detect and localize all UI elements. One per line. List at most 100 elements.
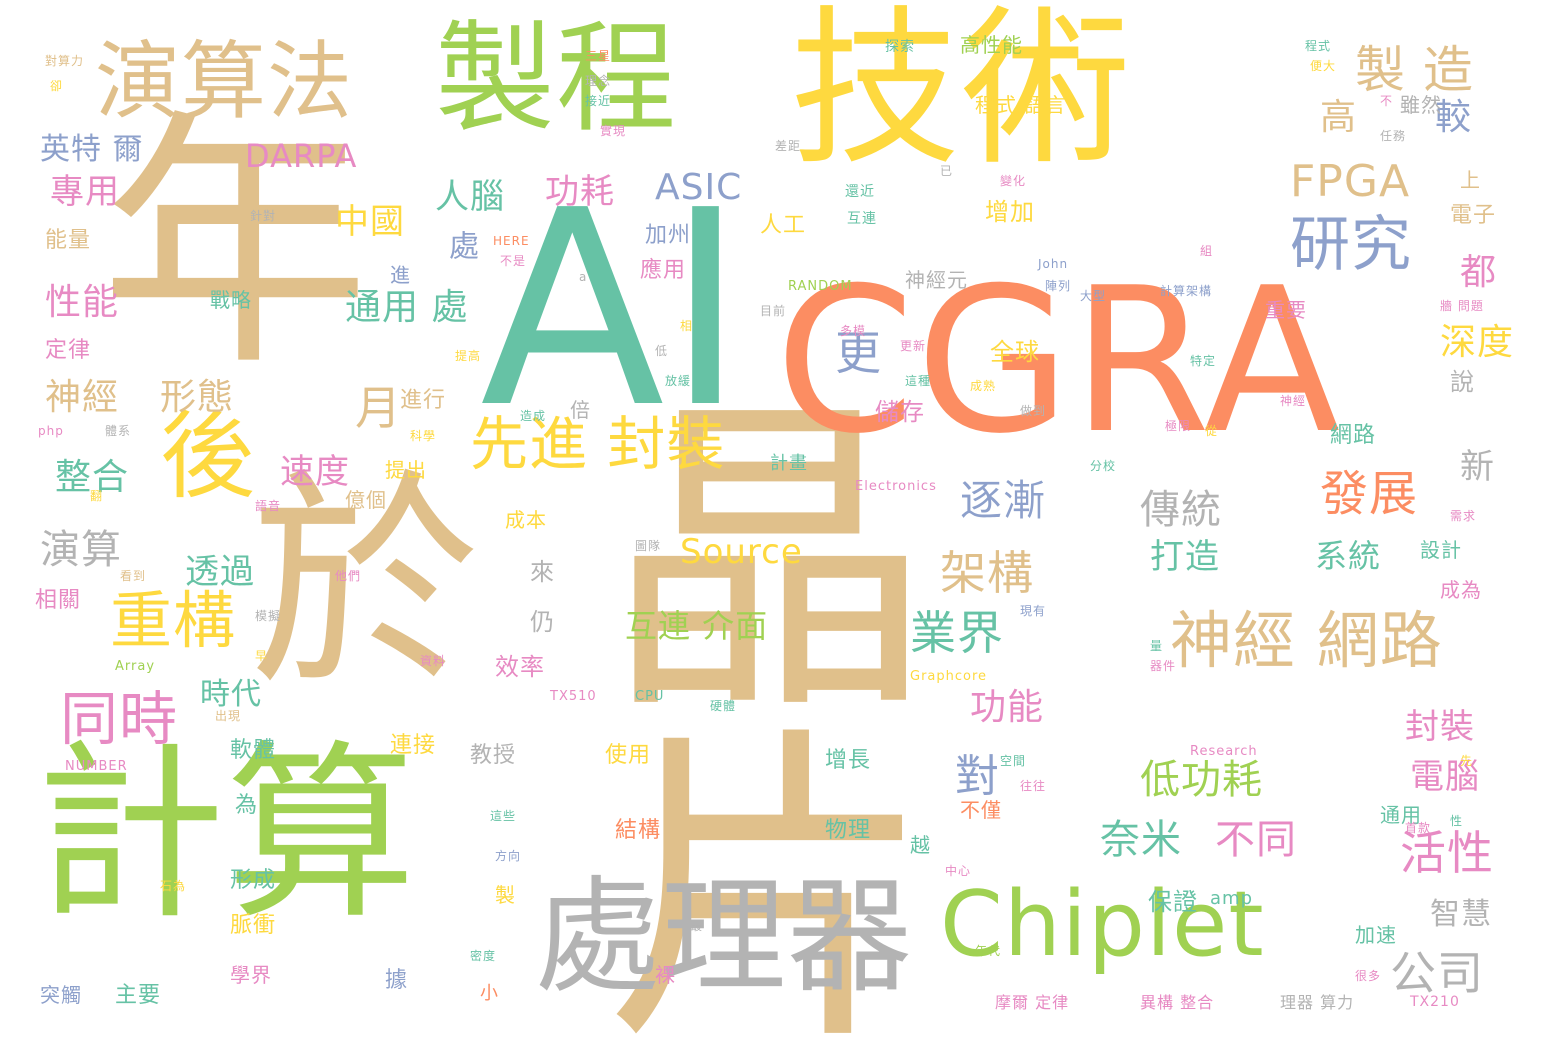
word-智慧: 智慧 — [1430, 897, 1492, 932]
word-small-突觸: 突觸 — [40, 983, 82, 1007]
word-small-方向: 方向 — [495, 849, 522, 863]
word-年: 年 — [100, 87, 371, 402]
word-重構: 重構 — [110, 584, 237, 657]
word-small-應用: 應用 — [640, 258, 687, 283]
word-small-低: 低 — [655, 344, 669, 358]
word-small-互連: 互連 — [847, 211, 877, 227]
word-small-重要: 重要 — [1265, 298, 1307, 322]
word-small-人工: 人工 — [760, 213, 807, 238]
word-small-卻: 卻 — [50, 79, 64, 93]
word-small-教授: 教授 — [470, 743, 517, 768]
word-small-性: 性 — [1450, 814, 1464, 828]
word-封裝: 封裝 — [1405, 707, 1475, 747]
word-功能: 功能 — [970, 687, 1045, 728]
word-small-年代: 年代 — [975, 944, 1002, 958]
word-深度: 深度 — [1440, 322, 1515, 363]
word-small-看到: 看到 — [120, 569, 147, 583]
word-不同: 不同 — [1215, 817, 1297, 863]
word-small-脈衝: 脈衝 — [230, 913, 277, 938]
word-small-通用: 通用 — [1380, 803, 1422, 827]
word-small-硬體: 硬體 — [710, 699, 737, 713]
word-都: 都 — [1460, 252, 1498, 293]
word-small-學界: 學界 — [230, 963, 272, 987]
word-small-效率: 效率 — [495, 653, 545, 681]
word-small-electronics: Electronics — [855, 479, 937, 494]
word-small-成本: 成本 — [505, 508, 547, 532]
word-性能: 性能 — [45, 282, 120, 323]
word-small-增加: 增加 — [985, 198, 1035, 226]
word-small-john: John — [1038, 257, 1069, 271]
word-small-上: 上 — [1460, 168, 1481, 192]
word-small-器件: 器件 — [1150, 659, 1177, 673]
word-small-往往: 往往 — [1020, 779, 1047, 793]
word-中國: 中國 — [335, 202, 405, 242]
word-small-進: 進 — [390, 263, 411, 287]
word-small-成為: 成為 — [1440, 578, 1482, 602]
word-先進-封裝: 先進 封裝 — [470, 410, 726, 478]
word-人腦: 人腦 — [435, 177, 505, 217]
word-同時: 同時 — [60, 685, 179, 753]
word-small-三星: 三星 — [585, 49, 612, 63]
word-small-多模: 多模 — [840, 324, 867, 338]
word-small-here: HERE — [493, 234, 530, 248]
word-small-圖隊: 圖隊 — [635, 539, 662, 553]
word-small-主要: 主要 — [115, 983, 162, 1008]
word-small-全球: 全球 — [990, 338, 1040, 366]
word-small-儲存: 儲存 — [875, 398, 925, 426]
word-small-倍: 倍 — [570, 398, 591, 422]
word-small-軟體: 軟體 — [230, 738, 277, 763]
word-small-製: 製 — [495, 883, 516, 907]
word-晶片: 晶片 — [548, 385, 932, 1047]
word-small-電子: 電子 — [1450, 203, 1497, 228]
word-small-理念: 理念 — [585, 74, 612, 88]
word-系統: 系統 — [1315, 537, 1382, 575]
word-small-先: 先 — [1460, 754, 1474, 768]
word-small-random: RANDOM — [788, 279, 853, 294]
word-small-神經元: 神經元 — [905, 268, 968, 292]
word-業界: 業界 — [910, 606, 1004, 660]
word-神經-網路: 神經 網路 — [1170, 604, 1443, 677]
word-small-空間: 空間 — [1000, 754, 1027, 768]
word-small-石為: 石為 — [160, 879, 187, 893]
word-small-tx210: TX210 — [1410, 994, 1460, 1010]
word-small-做到: 做到 — [1020, 404, 1047, 418]
word-small-計畫: 計畫 — [770, 453, 808, 474]
word-small-進行: 進行 — [400, 388, 447, 413]
word-small-戰略: 戰略 — [210, 288, 252, 312]
word-傳統: 傳統 — [1140, 487, 1222, 533]
word-small-更新: 更新 — [900, 339, 927, 353]
word-活性: 活性 — [1400, 826, 1494, 880]
word-small-對算力: 對算力 — [45, 54, 85, 68]
word-演算: 演算 — [40, 527, 122, 573]
word-small-量: 量 — [1150, 639, 1164, 653]
word-small-仍: 仍 — [530, 608, 555, 636]
word-時代: 時代 — [200, 677, 262, 712]
word-整合: 整合 — [55, 457, 130, 498]
word-small-體系: 體系 — [105, 424, 132, 438]
word-small-裸: 裸 — [655, 963, 676, 987]
word-small-保證: 保證 — [1148, 888, 1198, 916]
word-small-定律: 定律 — [45, 338, 92, 363]
word-small-神經: 神經 — [1280, 394, 1307, 408]
word-small-array: Array — [115, 659, 156, 674]
word-small-加州: 加州 — [645, 223, 692, 248]
word-small-形成: 形成 — [230, 868, 277, 893]
word-darpa: DARPA — [245, 137, 358, 175]
word-small-針對: 針對 — [250, 209, 277, 223]
word-small-不: 不 — [1380, 94, 1394, 108]
word-small-使用: 使用 — [605, 743, 652, 768]
word-small-說: 說 — [1450, 368, 1475, 396]
word-發展: 發展 — [1320, 466, 1419, 522]
word-small-億個: 億個 — [345, 488, 387, 512]
word-small-接近: 接近 — [585, 94, 612, 108]
word-small-設計: 設計 — [1420, 538, 1462, 562]
word-small-小: 小 — [480, 983, 499, 1004]
word-small-不是: 不是 — [500, 254, 527, 268]
word-small-差距: 差距 — [775, 139, 802, 153]
word-small-提出: 提出 — [385, 458, 427, 482]
word-small-不僅: 不僅 — [960, 798, 1002, 822]
word-small-組: 組 — [1200, 244, 1214, 258]
word-small-還近: 還近 — [845, 184, 875, 200]
word-small-理器-算力: 理器 算力 — [1280, 993, 1355, 1012]
word-small-探索: 探索 — [885, 39, 915, 55]
